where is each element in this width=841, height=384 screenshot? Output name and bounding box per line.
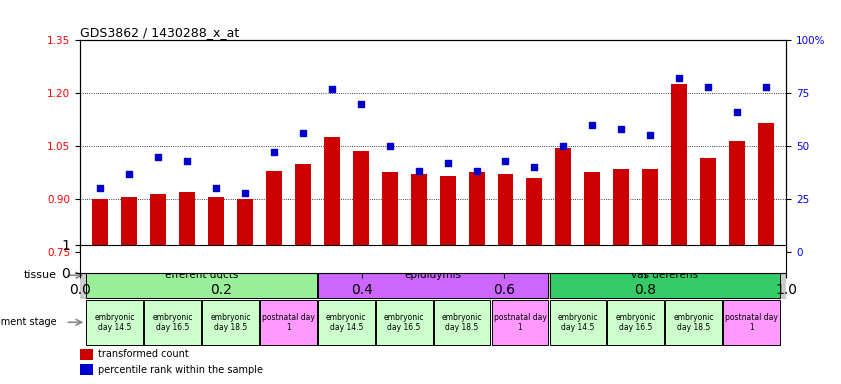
Bar: [468, 172, 484, 252]
Bar: [318, 253, 548, 298]
Point: [615, 126, 628, 132]
Point: [180, 158, 193, 164]
Text: postnatal day
1: postnatal day 1: [725, 313, 778, 332]
Point: [123, 170, 136, 177]
Bar: [237, 199, 253, 252]
Bar: [701, 158, 717, 252]
Bar: [324, 137, 340, 252]
Bar: [671, 84, 687, 252]
Bar: [723, 300, 780, 345]
Point: [470, 168, 484, 174]
Point: [383, 143, 396, 149]
Bar: [643, 169, 659, 252]
Point: [238, 190, 251, 196]
Bar: [492, 300, 548, 345]
Bar: [208, 197, 224, 252]
Text: transformed count: transformed count: [98, 349, 188, 359]
Bar: [202, 300, 259, 345]
Point: [730, 109, 743, 115]
Bar: [80, 349, 93, 359]
Bar: [80, 364, 93, 375]
Bar: [434, 300, 490, 345]
Text: embryonic
day 16.5: embryonic day 16.5: [383, 313, 425, 332]
Text: development stage: development stage: [0, 317, 56, 327]
Bar: [179, 192, 195, 252]
Point: [585, 122, 599, 128]
Text: epididymis: epididymis: [405, 270, 462, 280]
Bar: [352, 151, 368, 252]
Bar: [758, 123, 774, 252]
Text: embryonic
day 18.5: embryonic day 18.5: [210, 313, 251, 332]
Point: [412, 168, 426, 174]
Point: [759, 84, 773, 90]
Point: [557, 143, 570, 149]
Point: [527, 164, 541, 170]
Text: percentile rank within the sample: percentile rank within the sample: [98, 364, 262, 375]
Point: [701, 84, 715, 90]
Bar: [87, 253, 317, 298]
Text: efferent ducts: efferent ducts: [165, 270, 238, 280]
Text: GDS3862 / 1430288_x_at: GDS3862 / 1430288_x_at: [80, 26, 239, 39]
Text: postnatal day
1: postnatal day 1: [494, 313, 547, 332]
Text: embryonic
day 18.5: embryonic day 18.5: [442, 313, 483, 332]
Point: [499, 158, 512, 164]
Bar: [498, 174, 514, 252]
Point: [209, 185, 223, 191]
Point: [354, 101, 368, 107]
Bar: [729, 141, 745, 252]
Bar: [295, 164, 311, 252]
Text: vas deferens: vas deferens: [632, 270, 698, 280]
Bar: [555, 148, 571, 252]
Bar: [607, 300, 664, 345]
Point: [325, 86, 339, 92]
Text: embryonic
day 18.5: embryonic day 18.5: [674, 313, 714, 332]
Text: embryonic
day 16.5: embryonic day 16.5: [152, 313, 193, 332]
Bar: [613, 169, 629, 252]
Bar: [440, 176, 456, 252]
Text: embryonic
day 14.5: embryonic day 14.5: [326, 313, 367, 332]
Bar: [526, 178, 542, 252]
Text: embryonic
day 14.5: embryonic day 14.5: [558, 313, 598, 332]
Text: tissue: tissue: [24, 270, 56, 280]
Bar: [93, 199, 108, 252]
Point: [441, 160, 454, 166]
Point: [267, 149, 281, 156]
Point: [93, 185, 107, 191]
Bar: [150, 194, 166, 252]
Text: postnatal day
1: postnatal day 1: [262, 313, 315, 332]
Bar: [376, 300, 432, 345]
Point: [296, 130, 309, 136]
Point: [673, 75, 686, 81]
Bar: [410, 174, 426, 252]
Bar: [260, 300, 317, 345]
Text: embryonic
day 14.5: embryonic day 14.5: [94, 313, 135, 332]
Bar: [144, 300, 201, 345]
Bar: [549, 300, 606, 345]
Bar: [318, 300, 374, 345]
Bar: [382, 172, 398, 252]
Bar: [87, 300, 143, 345]
Bar: [584, 172, 600, 252]
Point: [151, 154, 165, 160]
Bar: [665, 300, 722, 345]
Bar: [549, 253, 780, 298]
Bar: [121, 197, 137, 252]
Point: [643, 132, 657, 139]
Text: embryonic
day 16.5: embryonic day 16.5: [616, 313, 656, 332]
Bar: [80, 252, 786, 299]
Bar: [266, 171, 282, 252]
